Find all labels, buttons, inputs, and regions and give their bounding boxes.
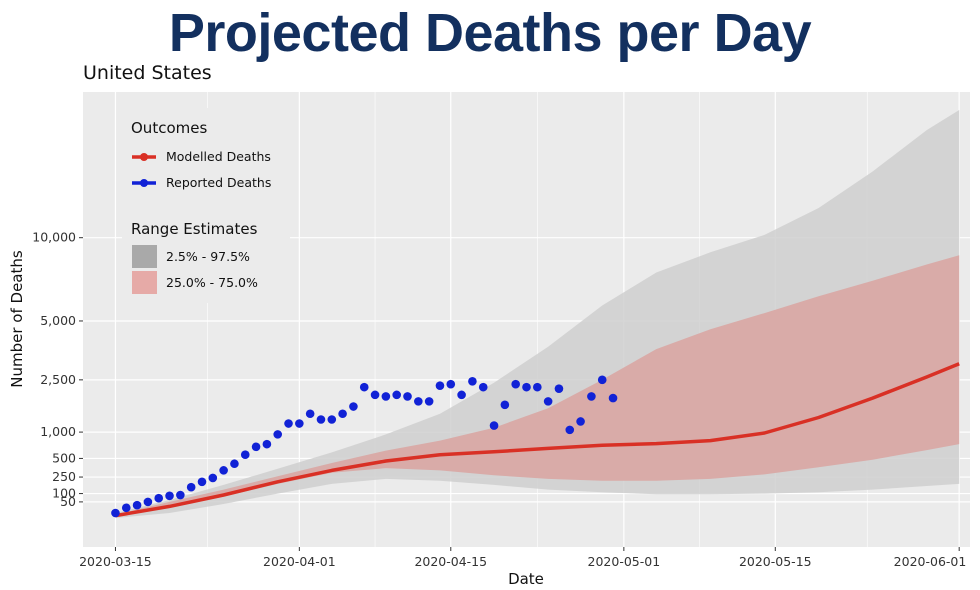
x-axis-title: Date bbox=[508, 570, 544, 588]
y-tick-label-0: 50 bbox=[60, 494, 76, 509]
x-tick-label-1: 2020-04-01 bbox=[263, 554, 336, 569]
legend-outcomes-title: Outcomes bbox=[131, 119, 207, 137]
reported-point-40 bbox=[543, 397, 553, 406]
reported-point-36 bbox=[500, 400, 510, 410]
legend-modelled-dot bbox=[140, 153, 148, 161]
reported-point-2 bbox=[132, 500, 142, 510]
legend-range-title: Range Estimates bbox=[131, 220, 258, 238]
y-tick-label-7: 10,000 bbox=[32, 230, 76, 245]
reported-point-31 bbox=[446, 379, 456, 389]
reported-point-16 bbox=[284, 419, 293, 428]
reported-point-22 bbox=[349, 402, 358, 411]
y-axis-title: Number of Deaths bbox=[8, 250, 26, 388]
reported-point-34 bbox=[478, 382, 488, 392]
legend: Outcomes Modelled Deaths Reported Deaths… bbox=[122, 108, 290, 303]
reported-point-15 bbox=[273, 430, 283, 439]
reported-point-29 bbox=[424, 397, 434, 406]
reported-point-0 bbox=[111, 508, 120, 518]
reported-point-19 bbox=[316, 415, 326, 424]
reported-point-35 bbox=[489, 421, 499, 430]
reported-point-13 bbox=[251, 442, 261, 452]
legend-box bbox=[122, 108, 290, 303]
x-tick-label-5: 2020-06-01 bbox=[894, 554, 967, 569]
reported-points-group bbox=[111, 375, 618, 518]
modelled-deaths-line bbox=[115, 362, 960, 518]
y-tick-label-3: 500 bbox=[52, 450, 76, 465]
reported-point-44 bbox=[587, 392, 596, 401]
reported-point-24 bbox=[370, 390, 380, 400]
band-50 bbox=[115, 255, 960, 517]
reported-point-5 bbox=[165, 491, 174, 501]
y-tick-label-4: 1,000 bbox=[40, 424, 76, 439]
legend-reported-dot bbox=[140, 179, 148, 187]
reported-point-30 bbox=[435, 381, 445, 390]
x-tick-label-3: 2020-05-01 bbox=[588, 554, 661, 569]
reported-point-28 bbox=[414, 397, 423, 406]
range-bands bbox=[115, 110, 960, 518]
reported-point-1 bbox=[121, 503, 131, 513]
reported-point-11 bbox=[230, 459, 239, 469]
reported-point-25 bbox=[381, 392, 391, 401]
x-tick-label-4: 2020-05-15 bbox=[739, 554, 812, 569]
reported-point-39 bbox=[533, 382, 542, 392]
reported-point-4 bbox=[154, 493, 164, 503]
reported-point-18 bbox=[305, 409, 315, 419]
reported-point-26 bbox=[392, 390, 401, 400]
y-tick-label-1: 100 bbox=[52, 486, 76, 501]
y-tick-label-2: 250 bbox=[52, 469, 76, 484]
reported-point-43 bbox=[576, 417, 585, 426]
reported-point-32 bbox=[457, 390, 466, 400]
reported-point-27 bbox=[403, 392, 412, 401]
reported-point-37 bbox=[511, 379, 520, 389]
reported-point-7 bbox=[186, 482, 196, 492]
legend-band50-label: 25.0% - 75.0% bbox=[166, 275, 258, 290]
reported-point-10 bbox=[219, 466, 228, 475]
reported-point-12 bbox=[240, 450, 250, 460]
reported-point-20 bbox=[327, 415, 337, 424]
x-tick-label-2: 2020-04-15 bbox=[414, 554, 487, 569]
chart-subtitle: United States bbox=[83, 62, 212, 84]
legend-modelled-label: Modelled Deaths bbox=[166, 149, 271, 164]
legend-band95-label: 2.5% - 97.5% bbox=[166, 249, 250, 264]
x-tick-label-0: 2020-03-15 bbox=[79, 554, 152, 569]
legend-band95-swatch bbox=[132, 245, 157, 268]
reported-point-6 bbox=[176, 490, 185, 500]
reported-point-42 bbox=[565, 425, 575, 435]
y-tick-label-5: 2,500 bbox=[40, 372, 76, 387]
reported-point-46 bbox=[608, 393, 618, 403]
reported-point-14 bbox=[262, 439, 272, 449]
reported-point-9 bbox=[208, 473, 218, 483]
reported-point-3 bbox=[143, 497, 153, 507]
reported-point-45 bbox=[597, 375, 607, 385]
legend-band50-swatch bbox=[132, 271, 157, 294]
reported-point-41 bbox=[554, 384, 564, 393]
reported-point-17 bbox=[295, 419, 304, 428]
reported-point-21 bbox=[338, 409, 347, 419]
chart-title: Projected Deaths per Day bbox=[168, 3, 812, 63]
legend-reported-label: Reported Deaths bbox=[166, 175, 271, 190]
y-tick-label-6: 5,000 bbox=[40, 313, 76, 328]
reported-point-8 bbox=[197, 477, 207, 487]
reported-point-38 bbox=[522, 382, 531, 392]
reported-point-23 bbox=[359, 382, 369, 392]
reported-point-33 bbox=[468, 376, 477, 386]
x-axis-ticks: 2020-03-15 2020-04-01 2020-04-15 2020-05-01… bbox=[79, 547, 966, 569]
modelled-line-group bbox=[115, 362, 960, 518]
